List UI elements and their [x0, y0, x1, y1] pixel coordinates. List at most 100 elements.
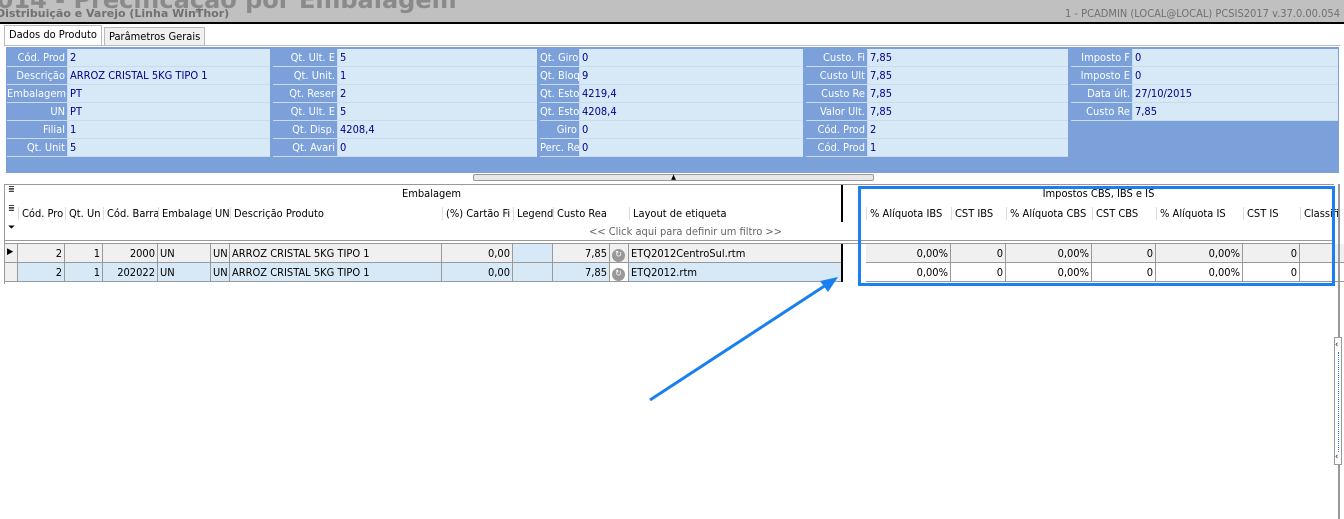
grid-cell[interactable]: ARROZ CRISTAL 5KG TIPO 1: [230, 263, 442, 282]
field-value[interactable]: 4208,4: [338, 121, 537, 138]
grid-cell[interactable]: 202022: [103, 263, 158, 282]
column-chooser-icon[interactable]: ≣: [8, 204, 15, 214]
field-row: Custo Ult 7,85: [806, 67, 1068, 85]
column-header[interactable]: % Alíquota IBS: [866, 207, 951, 220]
column-header[interactable]: Legend: [513, 207, 553, 220]
field-value[interactable]: 5: [68, 139, 270, 156]
grid-cell[interactable]: 0,00%: [866, 263, 951, 282]
field-value[interactable]: 7,85: [868, 103, 1068, 120]
field-value[interactable]: 0: [338, 139, 537, 156]
grid-cell[interactable]: 0,00%: [1006, 263, 1092, 282]
column-header[interactable]: Descrição Produto: [230, 207, 442, 220]
splitter-collapse-button[interactable]: ▲: [473, 174, 874, 181]
field-value[interactable]: 1: [68, 121, 270, 138]
grid-cell[interactable]: 2: [18, 263, 65, 282]
grid-cell[interactable]: [513, 244, 553, 263]
field-value[interactable]: 7,85: [868, 49, 1068, 66]
layout-picker-button[interactable]: ↻: [610, 263, 629, 282]
field-value[interactable]: 1: [338, 67, 537, 84]
filter-hint[interactable]: << Click aqui para definir um filtro >>: [589, 225, 782, 238]
field-value[interactable]: 5: [338, 103, 537, 120]
frozen-divider: [841, 263, 843, 282]
field-row: Qt. Estoc4219,4: [540, 85, 803, 103]
field-value[interactable]: 2: [868, 121, 1068, 138]
filter-icon[interactable]: ⏷: [8, 223, 16, 233]
column-header[interactable]: Cód. Pro: [18, 207, 65, 220]
field-value[interactable]: 5: [338, 49, 537, 66]
field-value[interactable]: 27/10/2015: [1133, 85, 1338, 102]
tab-parametros-gerais[interactable]: Parâmetros Gerais: [104, 27, 206, 45]
field-value[interactable]: 2: [68, 49, 270, 66]
field-row: Custo Re 7,85: [1071, 103, 1338, 121]
column-header[interactable]: Classifi: [1300, 207, 1344, 220]
grid-cell[interactable]: 2000: [103, 244, 158, 263]
row-indicator[interactable]: [5, 263, 18, 282]
grid-cell[interactable]: 0: [951, 244, 1006, 263]
field-value[interactable]: PT: [68, 103, 270, 120]
grid-cell[interactable]: 0: [1243, 263, 1300, 282]
grid-cell[interactable]: 7,85: [553, 244, 610, 263]
title-bar: 2014 - Precificação por Embalagem Distri…: [0, 0, 1344, 24]
field-value[interactable]: 7,85: [868, 67, 1068, 84]
field-value[interactable]: 9: [580, 67, 803, 84]
grid-cell[interactable]: 0,00%: [1006, 244, 1092, 263]
layout-picker-button[interactable]: ↻: [610, 244, 629, 263]
field-value[interactable]: 2: [338, 85, 537, 102]
side-panel-handle[interactable]: ‹ ‹: [1334, 337, 1342, 465]
column-header[interactable]: Embalage: [158, 207, 211, 220]
column-header[interactable]: % Alíquota IS: [1156, 207, 1243, 220]
field-value[interactable]: 0: [1133, 67, 1338, 84]
grid-cell[interactable]: 0,00: [442, 244, 513, 263]
field-value[interactable]: 4208,4: [580, 103, 803, 120]
grid-cell[interactable]: 0: [1092, 263, 1156, 282]
column-header[interactable]: Cód. Barra: [103, 207, 158, 220]
tab-dados-do-produto[interactable]: Dados do Produto: [4, 25, 102, 45]
grid-cell[interactable]: [513, 263, 553, 282]
grid-cell[interactable]: 0: [951, 263, 1006, 282]
grid-cell[interactable]: 0,00%: [1156, 244, 1243, 263]
field-value[interactable]: 0: [580, 121, 803, 138]
column-header[interactable]: CST IBS: [951, 207, 1006, 220]
column-header[interactable]: Custo Rea: [553, 207, 610, 220]
grid-cell[interactable]: UN: [158, 263, 211, 282]
grid-cell[interactable]: 1: [65, 244, 103, 263]
column-header[interactable]: Qt. Un: [65, 207, 103, 220]
grid-cell[interactable]: UN: [211, 263, 230, 282]
column-header[interactable]: Layout de etiqueta: [629, 207, 862, 220]
product-grid: ≣ ≣ ⏷ Embalagem Impostos CBS, IBS e IS << Cli…: [4, 184, 1344, 284]
row-indicator[interactable]: ▶: [5, 244, 18, 263]
field-row: Qt. Estoc4208,4: [540, 103, 803, 121]
grid-cell[interactable]: ARROZ CRISTAL 5KG TIPO 1: [230, 244, 442, 263]
grid-cell[interactable]: 0,00%: [866, 244, 951, 263]
column-header[interactable]: CST CBS: [1092, 207, 1156, 220]
grid-cell[interactable]: 0: [1092, 244, 1156, 263]
field-value[interactable]: 0: [1133, 49, 1338, 66]
field-value[interactable]: 7,85: [868, 85, 1068, 102]
field-column: Qt. Ult. E 5 Qt. Unit. 1 Qt. Reser 2 Qt. Ult. …: [273, 49, 537, 157]
field-value[interactable]: 1: [868, 139, 1068, 156]
column-header[interactable]: (%) Cartão Fi: [442, 207, 513, 220]
chevron-left-icon: ‹: [1335, 340, 1339, 350]
field-value[interactable]: 4219,4: [580, 85, 803, 102]
field-value[interactable]: PT: [68, 85, 270, 102]
grid-cell[interactable]: 7,85: [553, 263, 610, 282]
grid-cell[interactable]: 0: [1243, 244, 1300, 263]
grid-cell[interactable]: UN: [158, 244, 211, 263]
column-chooser-icon[interactable]: ≣: [8, 185, 15, 195]
grid-cell[interactable]: ETQ2012CentroSul.rtm: [629, 244, 842, 263]
grid-cell[interactable]: UN: [211, 244, 230, 263]
field-value[interactable]: 7,85: [1133, 103, 1338, 120]
column-header[interactable]: % Alíquota CBS: [1006, 207, 1092, 220]
grid-cell[interactable]: 1: [65, 263, 103, 282]
grid-cell[interactable]: 2: [18, 244, 65, 263]
field-value[interactable]: ARROZ CRISTAL 5KG TIPO 1: [68, 67, 270, 84]
field-value[interactable]: 0: [580, 49, 803, 66]
grid-cell[interactable]: 0,00%: [1156, 263, 1243, 282]
grid-cell[interactable]: ETQ2012.rtm: [629, 263, 842, 282]
field-value[interactable]: 0: [580, 139, 803, 156]
column-header[interactable]: UN: [211, 207, 230, 220]
grid-cell[interactable]: 0,00: [442, 263, 513, 282]
column-header[interactable]: CST IS: [1243, 207, 1300, 220]
